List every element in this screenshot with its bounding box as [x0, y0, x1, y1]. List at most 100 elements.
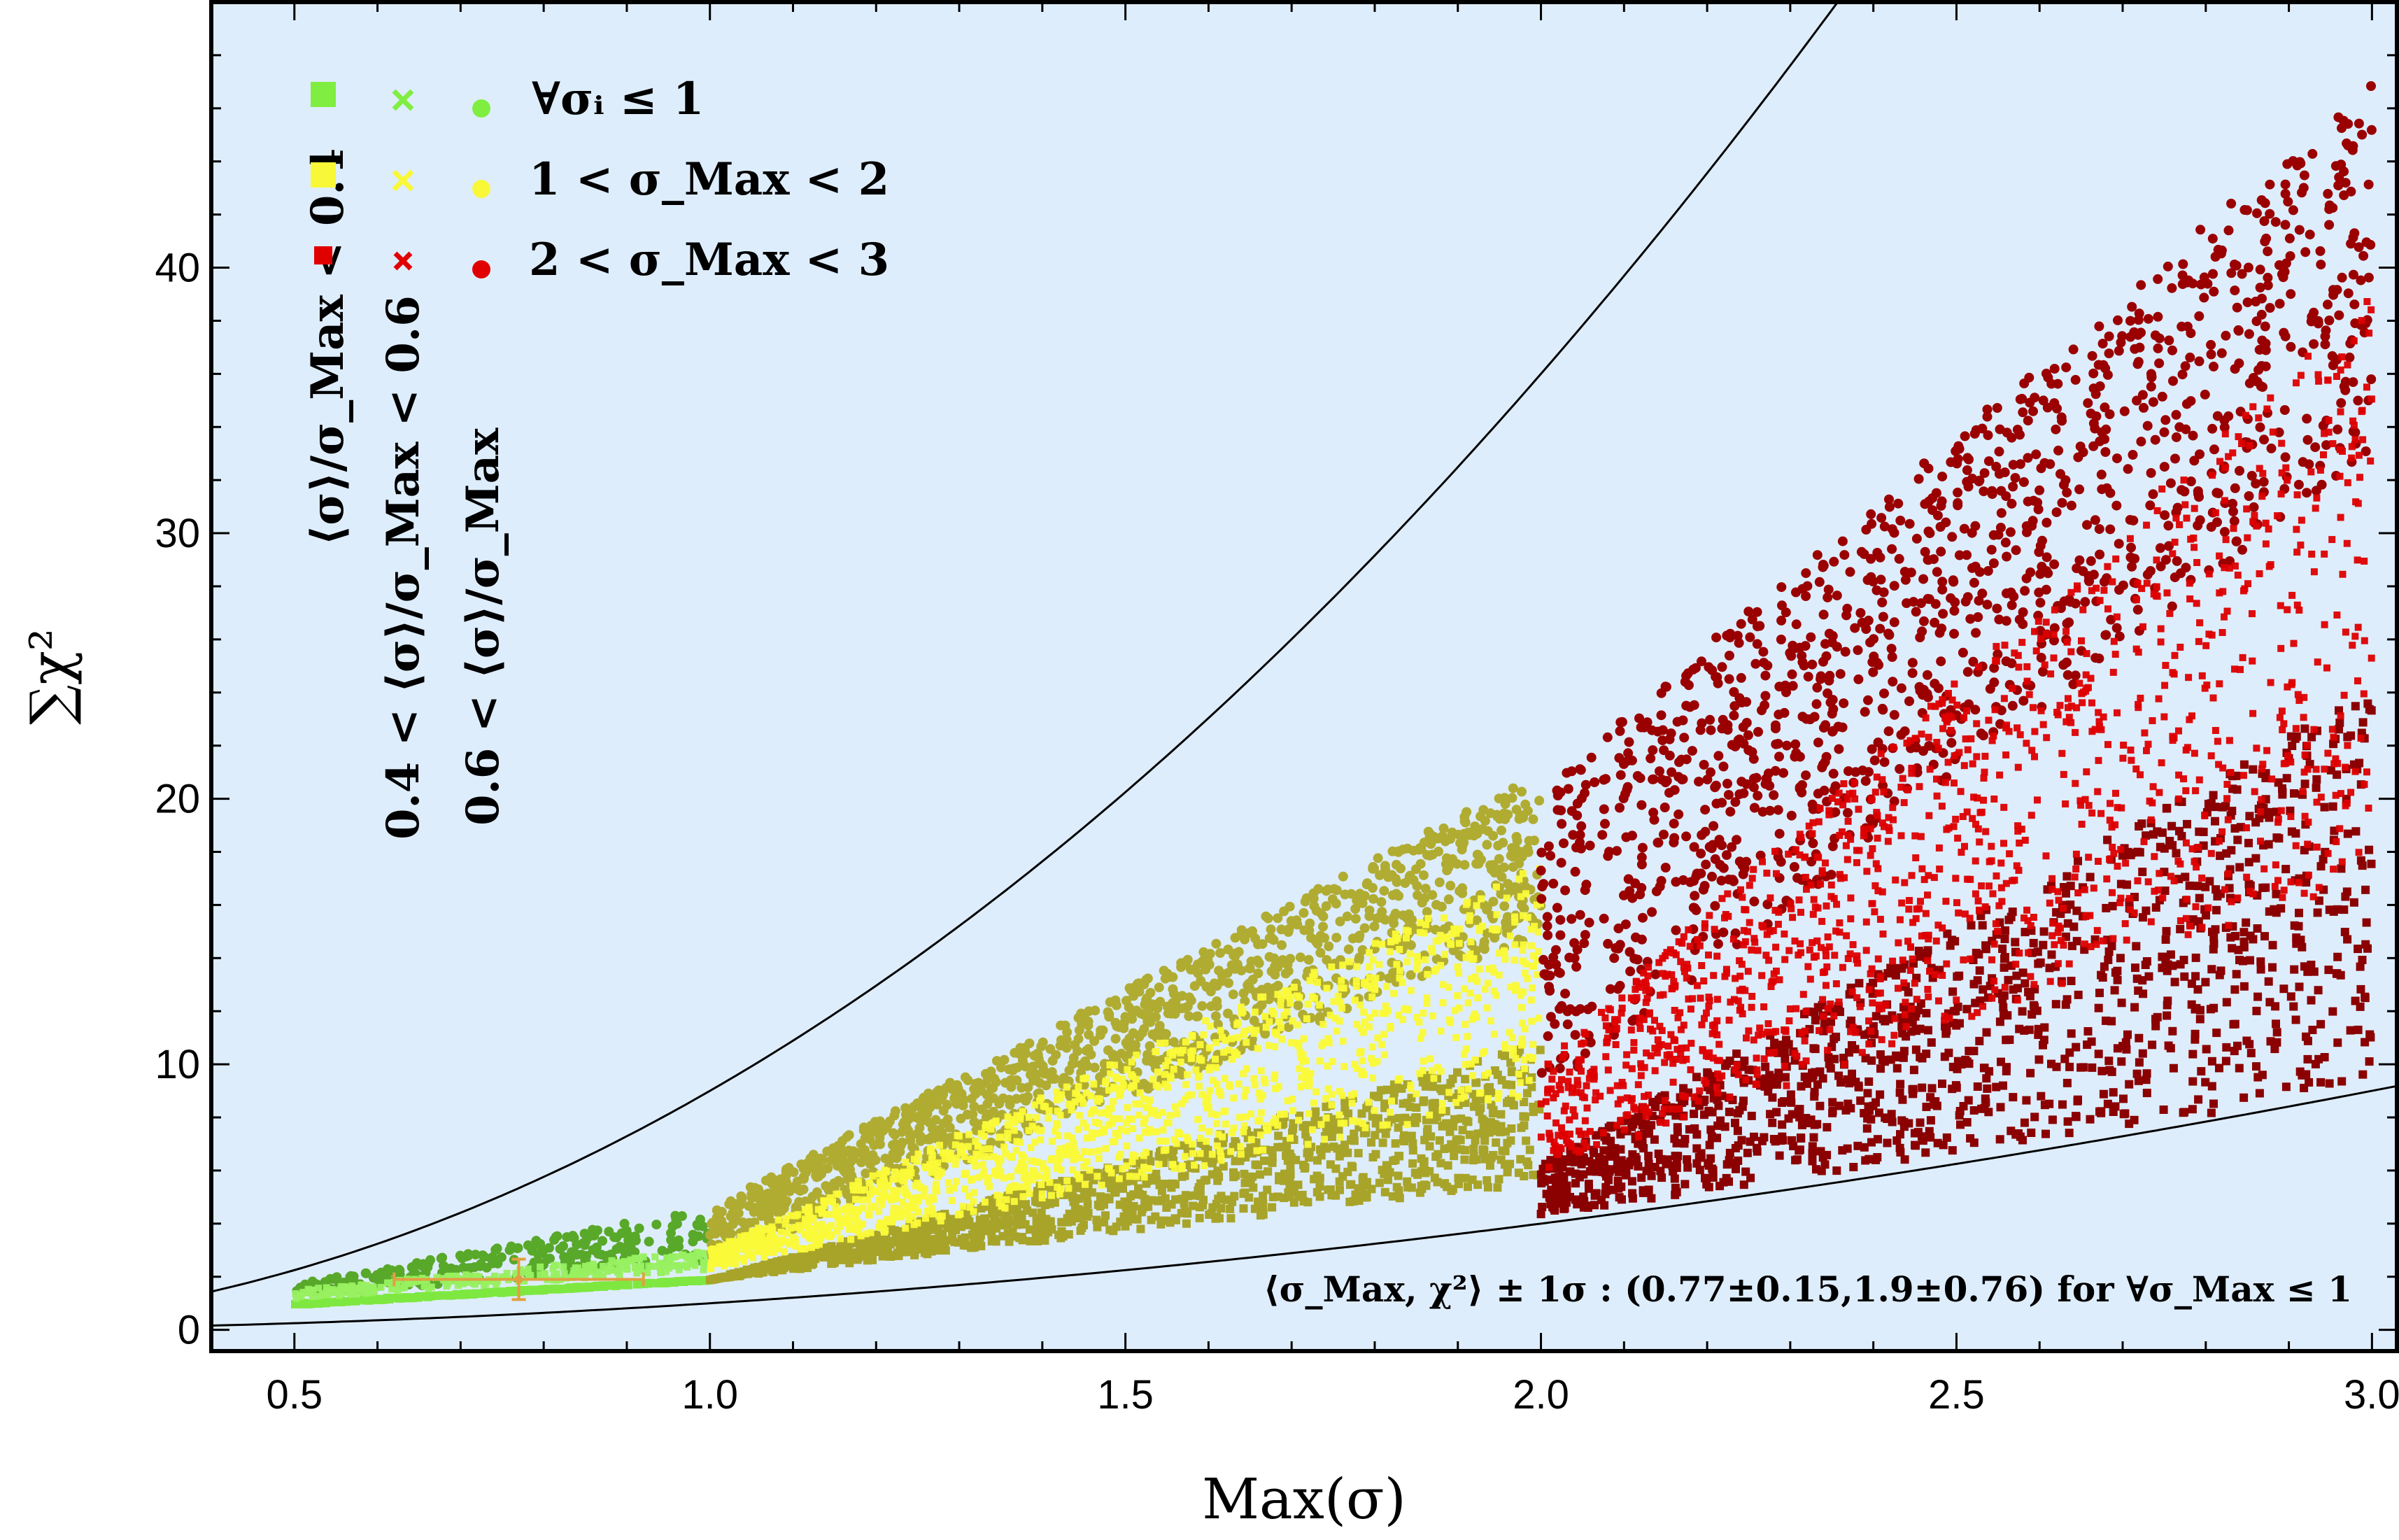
data-point-cross	[1462, 1045, 1470, 1053]
data-point-circle	[1415, 843, 1425, 853]
data-point-cross	[1471, 1056, 1479, 1064]
data-point-cross	[1353, 963, 1361, 970]
data-point-square	[1008, 1227, 1017, 1236]
data-point-square	[1259, 1199, 1268, 1208]
data-point-cross	[1109, 1138, 1117, 1145]
data-point-circle	[1350, 914, 1361, 924]
data-point-circle	[1096, 1025, 1106, 1036]
data-point-cross	[1169, 1161, 1177, 1168]
data-point-cross	[902, 1189, 910, 1197]
data-point-square	[1476, 1103, 1485, 1112]
data-point-circle	[1212, 1001, 1222, 1012]
data-point-circle	[1462, 807, 1472, 817]
data-point-cross	[1191, 1161, 1198, 1169]
data-point-cross	[1094, 1098, 1101, 1105]
data-point-square	[1046, 1217, 1055, 1226]
data-point-square	[528, 1285, 537, 1294]
data-point-circle	[1962, 465, 1972, 475]
data-point-cross	[774, 1216, 782, 1224]
data-point-cross	[1325, 1039, 1333, 1047]
data-point-square	[1312, 1187, 1322, 1196]
data-point-cross	[574, 1273, 582, 1280]
data-point-square	[1168, 1179, 1177, 1188]
data-point-cross	[1318, 1042, 1326, 1050]
data-point-cross	[1334, 992, 1342, 1000]
data-point-square	[1136, 1224, 1145, 1234]
data-point-cross	[521, 1277, 528, 1285]
data-point-circle	[1070, 1040, 1080, 1050]
data-point-cross	[1351, 1061, 1359, 1068]
data-point-square	[293, 1300, 302, 1308]
data-point-square	[1447, 1187, 1456, 1195]
data-point-circle	[1154, 982, 1164, 993]
data-point-circle	[532, 1238, 542, 1249]
data-point-cross	[323, 1284, 330, 1292]
data-point-cross	[846, 1225, 854, 1233]
data-point-square	[1458, 1126, 1467, 1135]
data-point-circle	[1236, 966, 1247, 976]
data-point-cross	[1196, 1082, 1203, 1090]
data-point-cross	[1043, 1166, 1051, 1174]
data-point-square	[1485, 1082, 1494, 1092]
data-point-cross	[1140, 1096, 1147, 1103]
data-point-square	[397, 1293, 406, 1302]
data-point-circle	[1915, 633, 1925, 642]
data-point-circle	[2244, 491, 2254, 501]
data-point-square	[1317, 1151, 1326, 1160]
data-point-circle	[912, 1129, 922, 1139]
data-point-circle	[781, 1196, 792, 1206]
data-point-cross	[1026, 1113, 1033, 1121]
data-point-circle	[1919, 616, 1929, 626]
data-point-circle	[912, 1098, 923, 1108]
data-point-cross	[1399, 979, 1406, 987]
data-point-cross	[1005, 1122, 1013, 1129]
data-point-cross	[309, 1287, 317, 1294]
data-point-cross	[1413, 956, 1421, 964]
data-point-cross	[1198, 1124, 1206, 1132]
data-point-circle	[1389, 912, 1399, 922]
data-point-cross	[1516, 1079, 1524, 1087]
data-point-circle	[774, 1181, 784, 1192]
data-point-cross	[1140, 1119, 1147, 1127]
data-point-cross	[607, 1262, 614, 1269]
data-point-circle	[1843, 807, 1853, 818]
data-point-cross	[1461, 1093, 1469, 1101]
data-point-circle	[1472, 849, 1482, 860]
data-point-circle	[1418, 870, 1429, 880]
data-point-cross	[1454, 992, 1462, 999]
data-point-cross	[1072, 1089, 1080, 1097]
data-point-circle	[926, 1100, 936, 1110]
data-point-cross	[1045, 1115, 1052, 1122]
data-point-square	[1472, 1078, 1481, 1087]
data-point-circle	[1694, 777, 1704, 787]
data-point-cross	[1126, 1173, 1133, 1180]
data-point-cross	[1152, 1048, 1160, 1056]
data-point-cross	[1357, 1001, 1364, 1009]
data-point-cross	[319, 1290, 327, 1297]
data-point-circle	[991, 1056, 1002, 1066]
data-point-circle	[1368, 862, 1378, 872]
data-point-circle	[795, 1186, 805, 1196]
data-point-cross	[1234, 1019, 1242, 1026]
data-point-circle	[846, 1149, 856, 1159]
data-point-cross	[1366, 1023, 1373, 1031]
data-point-cross	[482, 1280, 490, 1288]
data-point-cross	[599, 1273, 607, 1280]
data-point-cross	[1054, 1121, 1061, 1129]
data-point-cross	[1464, 999, 1472, 1007]
data-point-cross	[1128, 1058, 1135, 1066]
data-point-cross	[1184, 1071, 1191, 1078]
data-point-square	[1371, 1131, 1380, 1140]
data-point-cross	[1090, 1080, 1098, 1088]
data-point-cross	[1094, 1173, 1101, 1180]
data-point-cross	[1227, 1147, 1235, 1155]
data-point-cross	[1135, 1134, 1143, 1142]
data-point-circle	[1656, 710, 1666, 721]
data-point-square	[1268, 1153, 1277, 1162]
data-point-square	[1498, 1146, 1507, 1155]
data-point-cross	[1196, 1054, 1203, 1062]
data-point-cross	[1340, 1063, 1348, 1071]
data-point-cross	[1212, 1119, 1220, 1127]
data-point-square	[1111, 1188, 1120, 1197]
data-point-circle	[1056, 1035, 1066, 1045]
